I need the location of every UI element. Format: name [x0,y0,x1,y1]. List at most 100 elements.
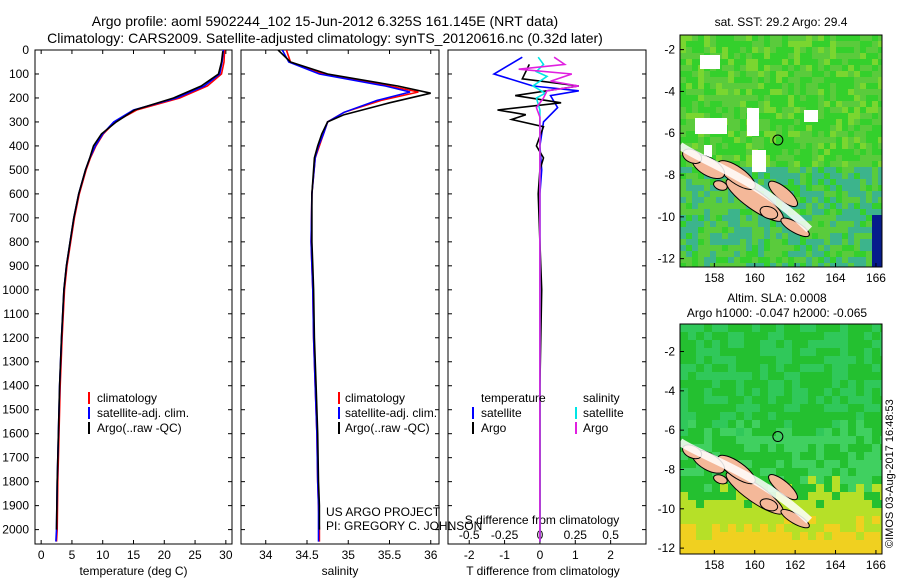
series-line-argo-raw-qc- [55,51,224,530]
map-cell [824,372,833,381]
map-cell [698,47,705,54]
map-cell [866,239,873,246]
map-cell [712,340,721,349]
map-cell [880,372,882,381]
map-cell [866,65,873,72]
map-cell [704,47,711,54]
map-cell [872,215,879,222]
map-cell [866,137,873,144]
map-cell [806,257,813,264]
map-cell [680,452,689,461]
map-cell [752,404,761,413]
map-cell [686,185,693,192]
map-cell [788,215,795,222]
map-cell [734,41,741,48]
map-cell [824,404,833,413]
map-cell [740,245,747,252]
map-y-tick-label: -10 [658,502,676,516]
map-cell [680,185,687,192]
map-cell [752,47,759,54]
map-cell [760,380,769,389]
map-cell [688,356,697,365]
map-cell [848,59,855,66]
map-cell [736,452,745,461]
map-cell [752,388,761,397]
map-cell [768,356,777,365]
map-cell [824,245,831,252]
map-cell [812,83,819,90]
map-cell [788,65,795,72]
map-cell [722,89,729,96]
map-cell [856,412,865,421]
map-cell [818,221,825,228]
map-cell [716,203,723,210]
map-cell [722,53,729,60]
map-cell [712,444,721,453]
map-cell [704,508,713,517]
map-cell [722,59,729,66]
map-cell [864,348,873,357]
map-cell [746,215,753,222]
map-cell [872,356,881,365]
map-cell [800,412,809,421]
map-cell [698,215,705,222]
map-cell [680,107,687,114]
map-cell [856,548,865,554]
map-cell [816,500,825,509]
map-cell [776,257,783,264]
map-cell [746,77,753,84]
map-cell [712,524,721,533]
map-cell [880,452,882,461]
map-cell [704,245,711,252]
map-cell [728,47,735,54]
map-cell [784,380,793,389]
map-cell [816,324,825,333]
map-cell [856,324,865,333]
map-cell [792,476,801,485]
map-cell [794,119,801,126]
map-cell [722,227,729,234]
map-cell [722,203,729,210]
map-cell [860,77,867,84]
map-cell [878,77,882,84]
map-cell [680,380,689,389]
map-cell [866,257,873,264]
map-cell [848,209,855,216]
map-cell [792,380,801,389]
map-cell [728,444,737,453]
map-cell [688,548,697,554]
missing-data-patch [752,150,766,172]
map-cell [788,89,795,96]
map-cell [856,500,865,509]
map-cell [842,233,849,240]
plot-frame [447,49,647,545]
map-cell [704,492,713,501]
map-cell [692,191,699,198]
map-cell [848,113,855,120]
map-cell [704,257,711,264]
map-cell [716,83,723,90]
map-cell [712,388,721,397]
map-cell [746,167,753,174]
map-cell [752,143,759,150]
missing-data-patch [804,110,818,122]
plot-frame [240,49,440,545]
map-cell [824,540,833,549]
map-cell [854,233,861,240]
map-cell [722,101,729,108]
map-cell [782,239,789,246]
map-cell [710,191,717,198]
map-cell [840,404,849,413]
map-cell [696,412,705,421]
map-cell [680,233,687,240]
series-line-argo-raw-qc- [277,50,431,530]
map-cell [720,524,729,533]
map-cell [710,47,717,54]
map-cell [770,257,777,264]
map-cell [734,227,741,234]
map-cell [832,540,841,549]
map-cell [824,167,831,174]
map-cell [840,388,849,397]
map-cell [736,444,745,453]
map-cell [854,77,861,84]
